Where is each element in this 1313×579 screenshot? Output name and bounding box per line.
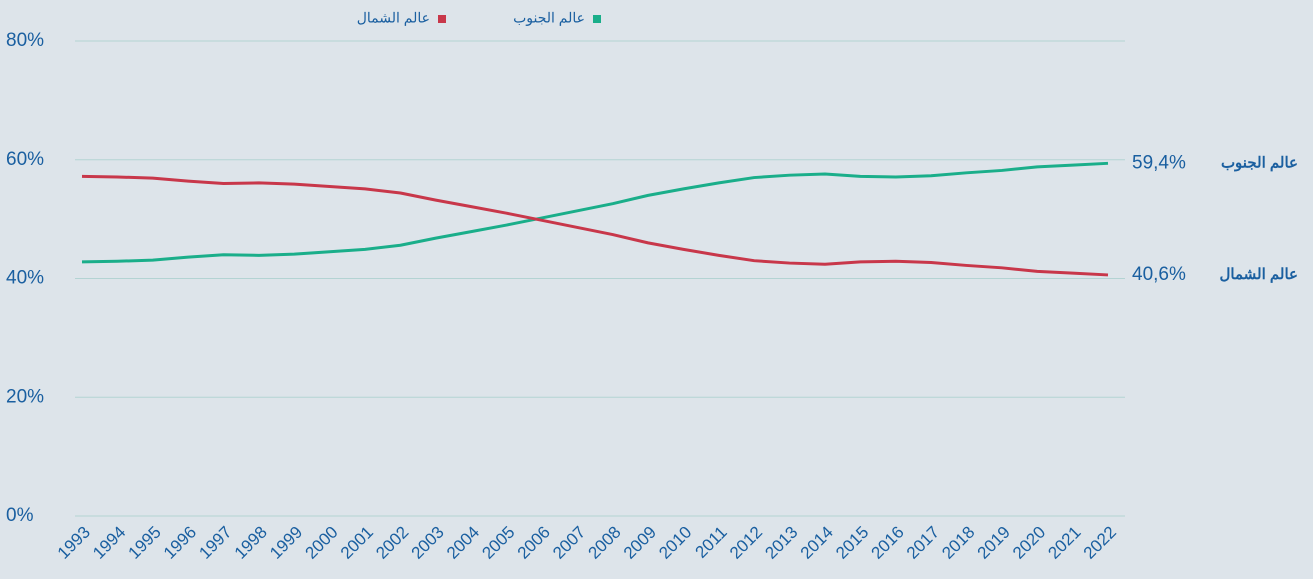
x-tick-label: 2014	[797, 523, 837, 563]
value-label: 40,6%	[1132, 264, 1186, 285]
x-tick-label: 1993	[54, 523, 94, 563]
y-tick-label: 20%	[6, 386, 44, 407]
line	[81, 174, 1109, 277]
x-tick-label: 2015	[832, 523, 872, 563]
legend-swatch	[593, 15, 601, 23]
x-tick-label: 2002	[372, 523, 412, 563]
series-end-name: عالم الشمال	[1219, 266, 1298, 283]
x-tick-label: 2003	[408, 523, 448, 563]
value-label: 59,4%	[1132, 152, 1186, 173]
x-tick-label: 2019	[974, 523, 1014, 563]
x-tick-label: 1995	[125, 523, 165, 563]
x-tick-label: 2021	[1044, 523, 1084, 563]
legend-label: عالم الجنوب	[513, 10, 585, 27]
x-tick-label: 2000	[301, 523, 341, 563]
y-tick-label: 80%	[6, 30, 44, 51]
legend-swatch	[438, 15, 446, 23]
x-tick-label: 1994	[89, 523, 129, 563]
x-tick-label: 1999	[266, 523, 306, 563]
x-tick-label: 2013	[761, 523, 801, 563]
x-tick-label: 2012	[726, 523, 766, 563]
x-tick-label: 2020	[1009, 523, 1049, 563]
x-tick-label: 1998	[231, 523, 271, 563]
x-tick-label: 2008	[585, 523, 625, 563]
x-tick-label: 2011	[692, 523, 731, 562]
x-tick-label: 2001	[337, 523, 377, 563]
x-tick-label: 2018	[938, 523, 978, 563]
x-tick-label: 2022	[1080, 523, 1120, 563]
x-tick-label: 2009	[620, 523, 660, 563]
line	[81, 161, 1109, 264]
x-tick-label: 2007	[549, 523, 589, 563]
x-tick-label: 1996	[160, 523, 200, 563]
y-tick-label: 40%	[6, 268, 44, 289]
x-tick-label: 2004	[443, 523, 483, 563]
x-tick-label: 2010	[655, 523, 695, 563]
y-tick-label: 0%	[6, 505, 34, 526]
x-tick-label: 2005	[478, 523, 518, 563]
x-tick-label: 2016	[868, 523, 908, 563]
legend-label: عالم الشمال	[357, 10, 430, 27]
y-tick-label: 60%	[6, 149, 44, 170]
x-tick-label: 1997	[195, 523, 235, 563]
series-end-name: عالم الجنوب	[1221, 154, 1298, 171]
x-tick-label: 2006	[514, 523, 554, 563]
x-tick-label: 2017	[903, 523, 943, 563]
